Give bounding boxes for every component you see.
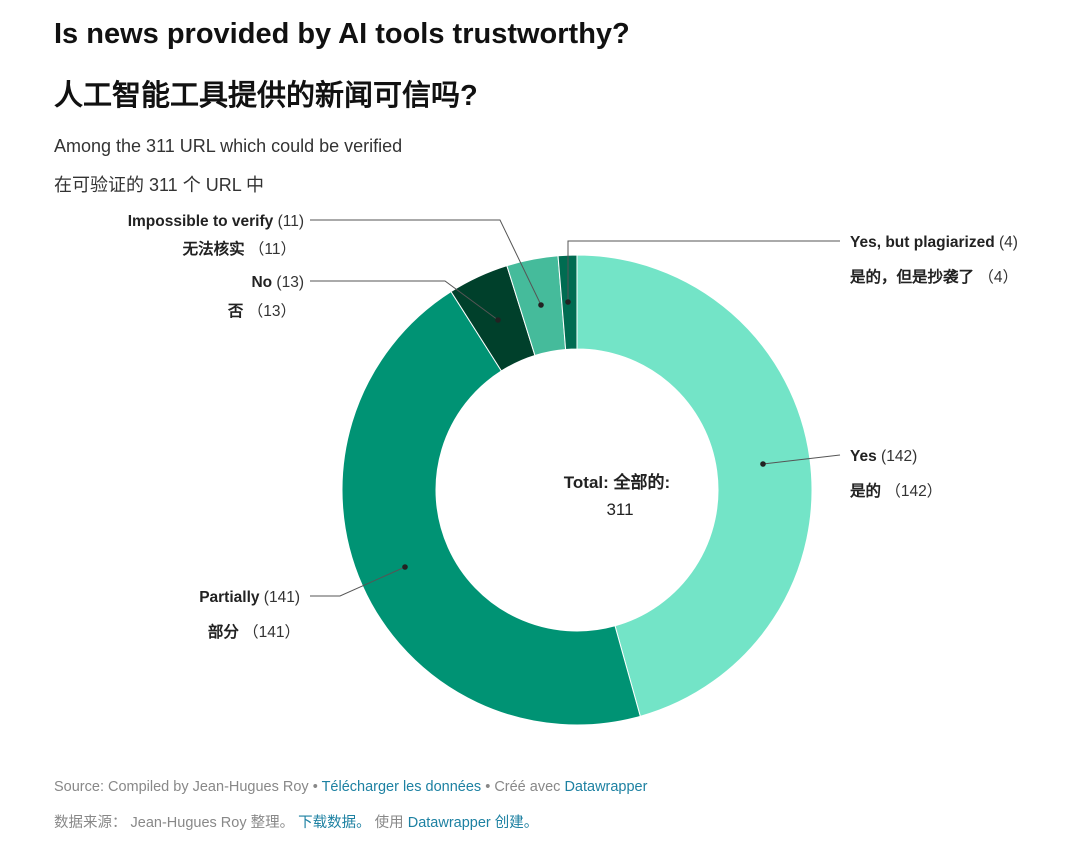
leader-line xyxy=(762,454,841,465)
leader-line xyxy=(567,240,840,302)
datawrapper-link-zh[interactable]: Datawrapper 创建。 xyxy=(407,815,539,831)
leader-dot xyxy=(565,299,571,305)
chart-title: Is news provided by AI tools trustworthy… xyxy=(54,18,630,50)
source-text: Source: Compiled by Jean-Hugues Roy xyxy=(54,779,309,795)
created-with-text: Créé avec xyxy=(494,779,565,795)
datawrapper-link[interactable]: Datawrapper xyxy=(564,779,648,795)
leader-line xyxy=(310,280,499,321)
leader-line xyxy=(310,566,406,597)
chart-subtitle: Among the 311 URL which could be verifie… xyxy=(54,136,403,156)
slice-partially xyxy=(341,290,641,726)
leader-dot xyxy=(538,302,544,308)
leader-line xyxy=(310,219,542,306)
leader-dot xyxy=(495,317,501,323)
slice-label-zh: 无法核实 （11） xyxy=(182,239,296,258)
slice-label: Impossible to verify (11) xyxy=(128,213,304,230)
source-text-zh: 数据来源： Jean-Hugues Roy 整理。 xyxy=(54,815,299,831)
created-with-text-zh: 使用 xyxy=(370,815,408,831)
leader-dot xyxy=(760,461,766,467)
separator: • xyxy=(481,779,495,795)
slice-yes xyxy=(576,254,813,717)
slice-label: Partially (141) xyxy=(199,589,300,606)
slice-label-zh: 部分 （141） xyxy=(208,622,300,641)
footer-zh: 数据来源： Jean-Hugues Roy 整理。 下载数据。 使用 Dataw… xyxy=(54,811,538,832)
download-data-link[interactable]: Télécharger les données xyxy=(321,779,482,795)
leader-dot xyxy=(402,564,408,570)
separator: • xyxy=(308,779,322,795)
slice-label-zh: 是的 （142） xyxy=(849,481,942,500)
download-data-link-zh[interactable]: 下载数据。 xyxy=(298,815,371,831)
slice-label: Yes, but plagiarized (4) xyxy=(850,234,1018,251)
slice-label: Yes (142) xyxy=(850,448,917,465)
slice-label: No (13) xyxy=(251,274,304,291)
center-label-title: Total: 全部的: xyxy=(564,472,670,492)
footer-en: Source: Compiled by Jean-Hugues Roy • Té… xyxy=(54,779,647,795)
chart-subtitle-zh: 在可验证的 311 个 URL 中 xyxy=(54,175,265,195)
chart-title-zh: 人工智能工具提供的新闻可信吗? xyxy=(54,80,478,112)
slice-label-zh: 是的，但是抄袭了 （4） xyxy=(849,267,1018,286)
slice-label-zh: 否 （13） xyxy=(227,302,296,320)
center-label-value: 311 xyxy=(606,500,633,519)
